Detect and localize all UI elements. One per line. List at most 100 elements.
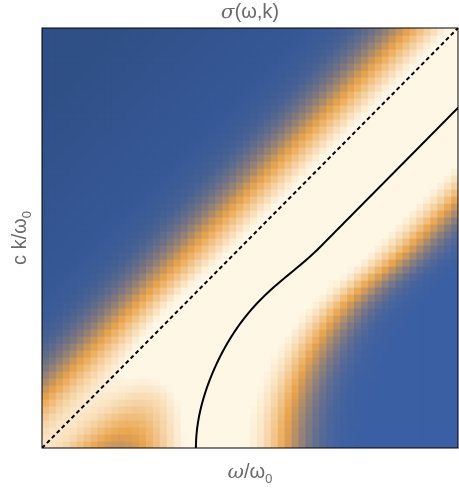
heatmap-cell — [83, 350, 92, 358]
heatmap-cell — [55, 91, 64, 99]
heatmap-cell — [222, 168, 230, 176]
heatmap-cell — [437, 28, 445, 36]
heatmap-cell — [360, 350, 369, 358]
heatmap-cell — [243, 280, 251, 288]
heatmap-cell — [430, 42, 438, 50]
heatmap-cell — [55, 140, 64, 148]
heatmap-cell — [402, 154, 411, 162]
heatmap-cell — [118, 329, 126, 337]
heatmap-cell — [340, 336, 348, 344]
heatmap-cell — [319, 336, 327, 344]
heatmap-cell — [194, 147, 203, 155]
heatmap-cell — [381, 399, 390, 407]
heatmap-cell — [312, 385, 320, 393]
heatmap-cell — [55, 392, 64, 400]
heatmap-cell — [354, 224, 362, 232]
heatmap-cell — [42, 343, 50, 351]
heatmap-cell — [416, 343, 424, 351]
heatmap-cell — [319, 189, 327, 197]
heatmap-cell — [146, 427, 154, 435]
heatmap-cell — [83, 105, 92, 113]
heatmap-cell — [333, 119, 341, 127]
heatmap-cell — [360, 427, 369, 435]
heatmap-cell — [298, 168, 307, 176]
heatmap-cell — [305, 35, 313, 43]
heatmap-cell — [347, 112, 355, 120]
heatmap-cell — [146, 112, 154, 120]
heatmap-cell — [111, 413, 119, 421]
heatmap-cell — [277, 294, 286, 302]
heatmap-cell — [451, 224, 458, 232]
heatmap-cell — [416, 273, 424, 281]
heatmap-cell — [416, 371, 424, 379]
heatmap-cell — [437, 245, 445, 253]
heatmap-cell — [132, 399, 140, 407]
heatmap-cell — [374, 371, 383, 379]
heatmap-cell — [48, 427, 57, 435]
heatmap-cell — [291, 413, 300, 421]
heatmap-cell — [215, 175, 223, 183]
heatmap-cell — [159, 287, 168, 295]
heatmap-cell — [354, 77, 362, 85]
heatmap-cell — [55, 84, 64, 92]
heatmap-cell — [243, 91, 251, 99]
heatmap-cell — [354, 329, 362, 337]
heatmap-cell — [173, 126, 182, 134]
heatmap-cell — [152, 420, 161, 428]
heatmap-cell — [125, 266, 133, 274]
heatmap-cell — [423, 364, 431, 372]
heatmap-cell — [333, 112, 341, 120]
heatmap-cell — [340, 301, 348, 309]
heatmap-cell — [347, 322, 355, 330]
heatmap-cell — [291, 91, 300, 99]
heatmap-cell — [132, 315, 140, 323]
heatmap-cell — [284, 315, 293, 323]
heatmap-cell — [97, 294, 105, 302]
heatmap-cell — [83, 161, 92, 169]
heatmap-cell — [62, 28, 71, 36]
heatmap-cell — [208, 434, 216, 442]
heatmap-cell — [76, 196, 85, 204]
heatmap-cell — [194, 119, 203, 127]
heatmap-cell — [277, 35, 286, 43]
heatmap-cell — [381, 259, 390, 267]
heatmap-cell — [42, 252, 50, 260]
heatmap-cell — [298, 140, 307, 148]
heatmap-cell — [374, 42, 383, 50]
heatmap-cell — [367, 84, 376, 92]
heatmap-cell — [430, 70, 438, 78]
heatmap-cell — [374, 329, 383, 337]
heatmap-cell — [69, 161, 78, 169]
heatmap-cell — [118, 259, 126, 267]
heatmap-cell — [76, 35, 85, 43]
heatmap-cell — [243, 70, 251, 78]
heatmap-cell — [333, 140, 341, 148]
heatmap-cell — [229, 231, 237, 239]
heatmap-cell — [201, 364, 209, 372]
heatmap-cell — [104, 203, 112, 211]
heatmap-cell — [360, 406, 369, 414]
heatmap-cell — [48, 224, 57, 232]
heatmap-cell — [55, 168, 64, 176]
heatmap-cell — [146, 56, 154, 64]
heatmap-cell — [159, 231, 168, 239]
heatmap-cell — [125, 70, 133, 78]
heatmap-cell — [132, 217, 140, 225]
heatmap-cell — [326, 224, 334, 232]
heatmap-cell — [319, 364, 327, 372]
heatmap-cell — [111, 371, 119, 379]
heatmap-cell — [111, 280, 119, 288]
heatmap-cell — [354, 203, 362, 211]
heatmap-cell — [139, 217, 147, 225]
heatmap-cell — [173, 420, 182, 428]
heatmap-cell — [340, 252, 348, 260]
heatmap-cell — [187, 133, 196, 141]
heatmap-cell — [333, 364, 341, 372]
heatmap-cell — [388, 238, 397, 246]
heatmap-cell — [451, 217, 458, 225]
heatmap-cell — [48, 175, 57, 183]
heatmap-cell — [97, 308, 105, 316]
heatmap-cell — [222, 175, 230, 183]
heatmap-cell — [111, 182, 119, 190]
